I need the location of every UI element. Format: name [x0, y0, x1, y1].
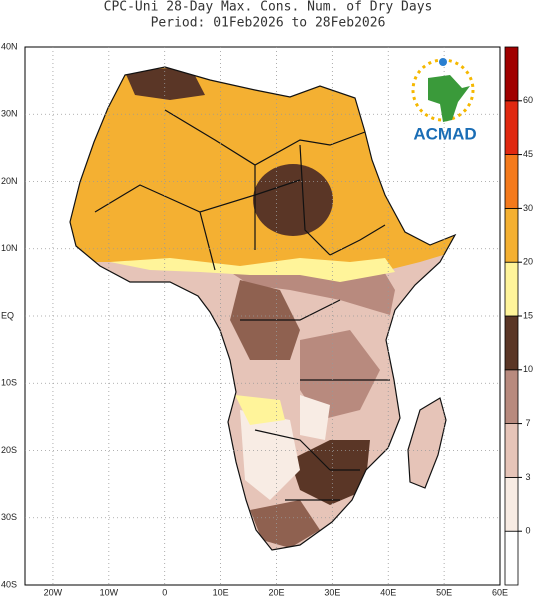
y-tick-label: 40S — [1, 579, 17, 589]
x-tick-label: 20W — [44, 587, 63, 597]
colorbar-label: 20 — [523, 257, 533, 267]
y-tick-label: 10S — [1, 378, 17, 388]
colorbar-bin — [504, 100, 519, 156]
colorbar-bin — [504, 530, 519, 586]
x-tick-label: 20E — [268, 587, 284, 597]
colorbar-bin — [504, 207, 519, 263]
y-tick-label: 30S — [1, 512, 17, 522]
colorbar-label: 10 — [523, 364, 533, 374]
colorbar-label: 15 — [523, 310, 533, 320]
subtitle: Period: 01Feb2026 to 28Feb2026 — [151, 16, 386, 31]
title: CPC-Uni 28-Day Max. Cons. Num. of Dry Da… — [104, 0, 433, 15]
colorbar-bin — [504, 369, 519, 424]
x-tick-label: 10E — [213, 587, 229, 597]
madagascar — [407, 397, 447, 489]
colorbar-bin — [504, 476, 519, 532]
x-tick-label: 0 — [162, 587, 167, 597]
colorbar-label: 0 — [525, 526, 530, 536]
colorbar-label: 3 — [525, 472, 530, 482]
x-tick-label: 50E — [436, 587, 452, 597]
y-tick-label: 10N — [1, 243, 18, 253]
x-tick-label: 60E — [492, 587, 508, 597]
colorbar-bin — [504, 261, 519, 317]
logo-text: ACMAD — [413, 124, 476, 143]
colorbar-label: 45 — [523, 149, 533, 159]
x-tick-label: 40E — [380, 587, 396, 597]
y-tick-label: 30N — [1, 109, 18, 119]
colorbar-bin — [504, 423, 519, 478]
y-tick-label: 20S — [1, 445, 17, 455]
colorbar-label: 60 — [523, 95, 533, 105]
colorbar-label: 7 — [525, 418, 530, 428]
colorbar-label: 30 — [523, 203, 533, 213]
graticule — [25, 47, 500, 585]
colorbar-bin — [504, 154, 519, 209]
colorbar-bin — [504, 315, 519, 371]
colorbar-bin — [504, 46, 519, 102]
y-tick-label: EQ — [1, 310, 14, 320]
x-tick-label: 10W — [100, 587, 119, 597]
colorbar: 0 3 7 10 15 20 30 45 60 — [504, 46, 533, 586]
x-tick-label: 30E — [324, 587, 340, 597]
y-tick-label: 20N — [1, 176, 18, 186]
country-borders — [94, 109, 390, 501]
logo: ACMAD — [411, 58, 477, 143]
y-tick-label: 40N — [1, 41, 18, 51]
